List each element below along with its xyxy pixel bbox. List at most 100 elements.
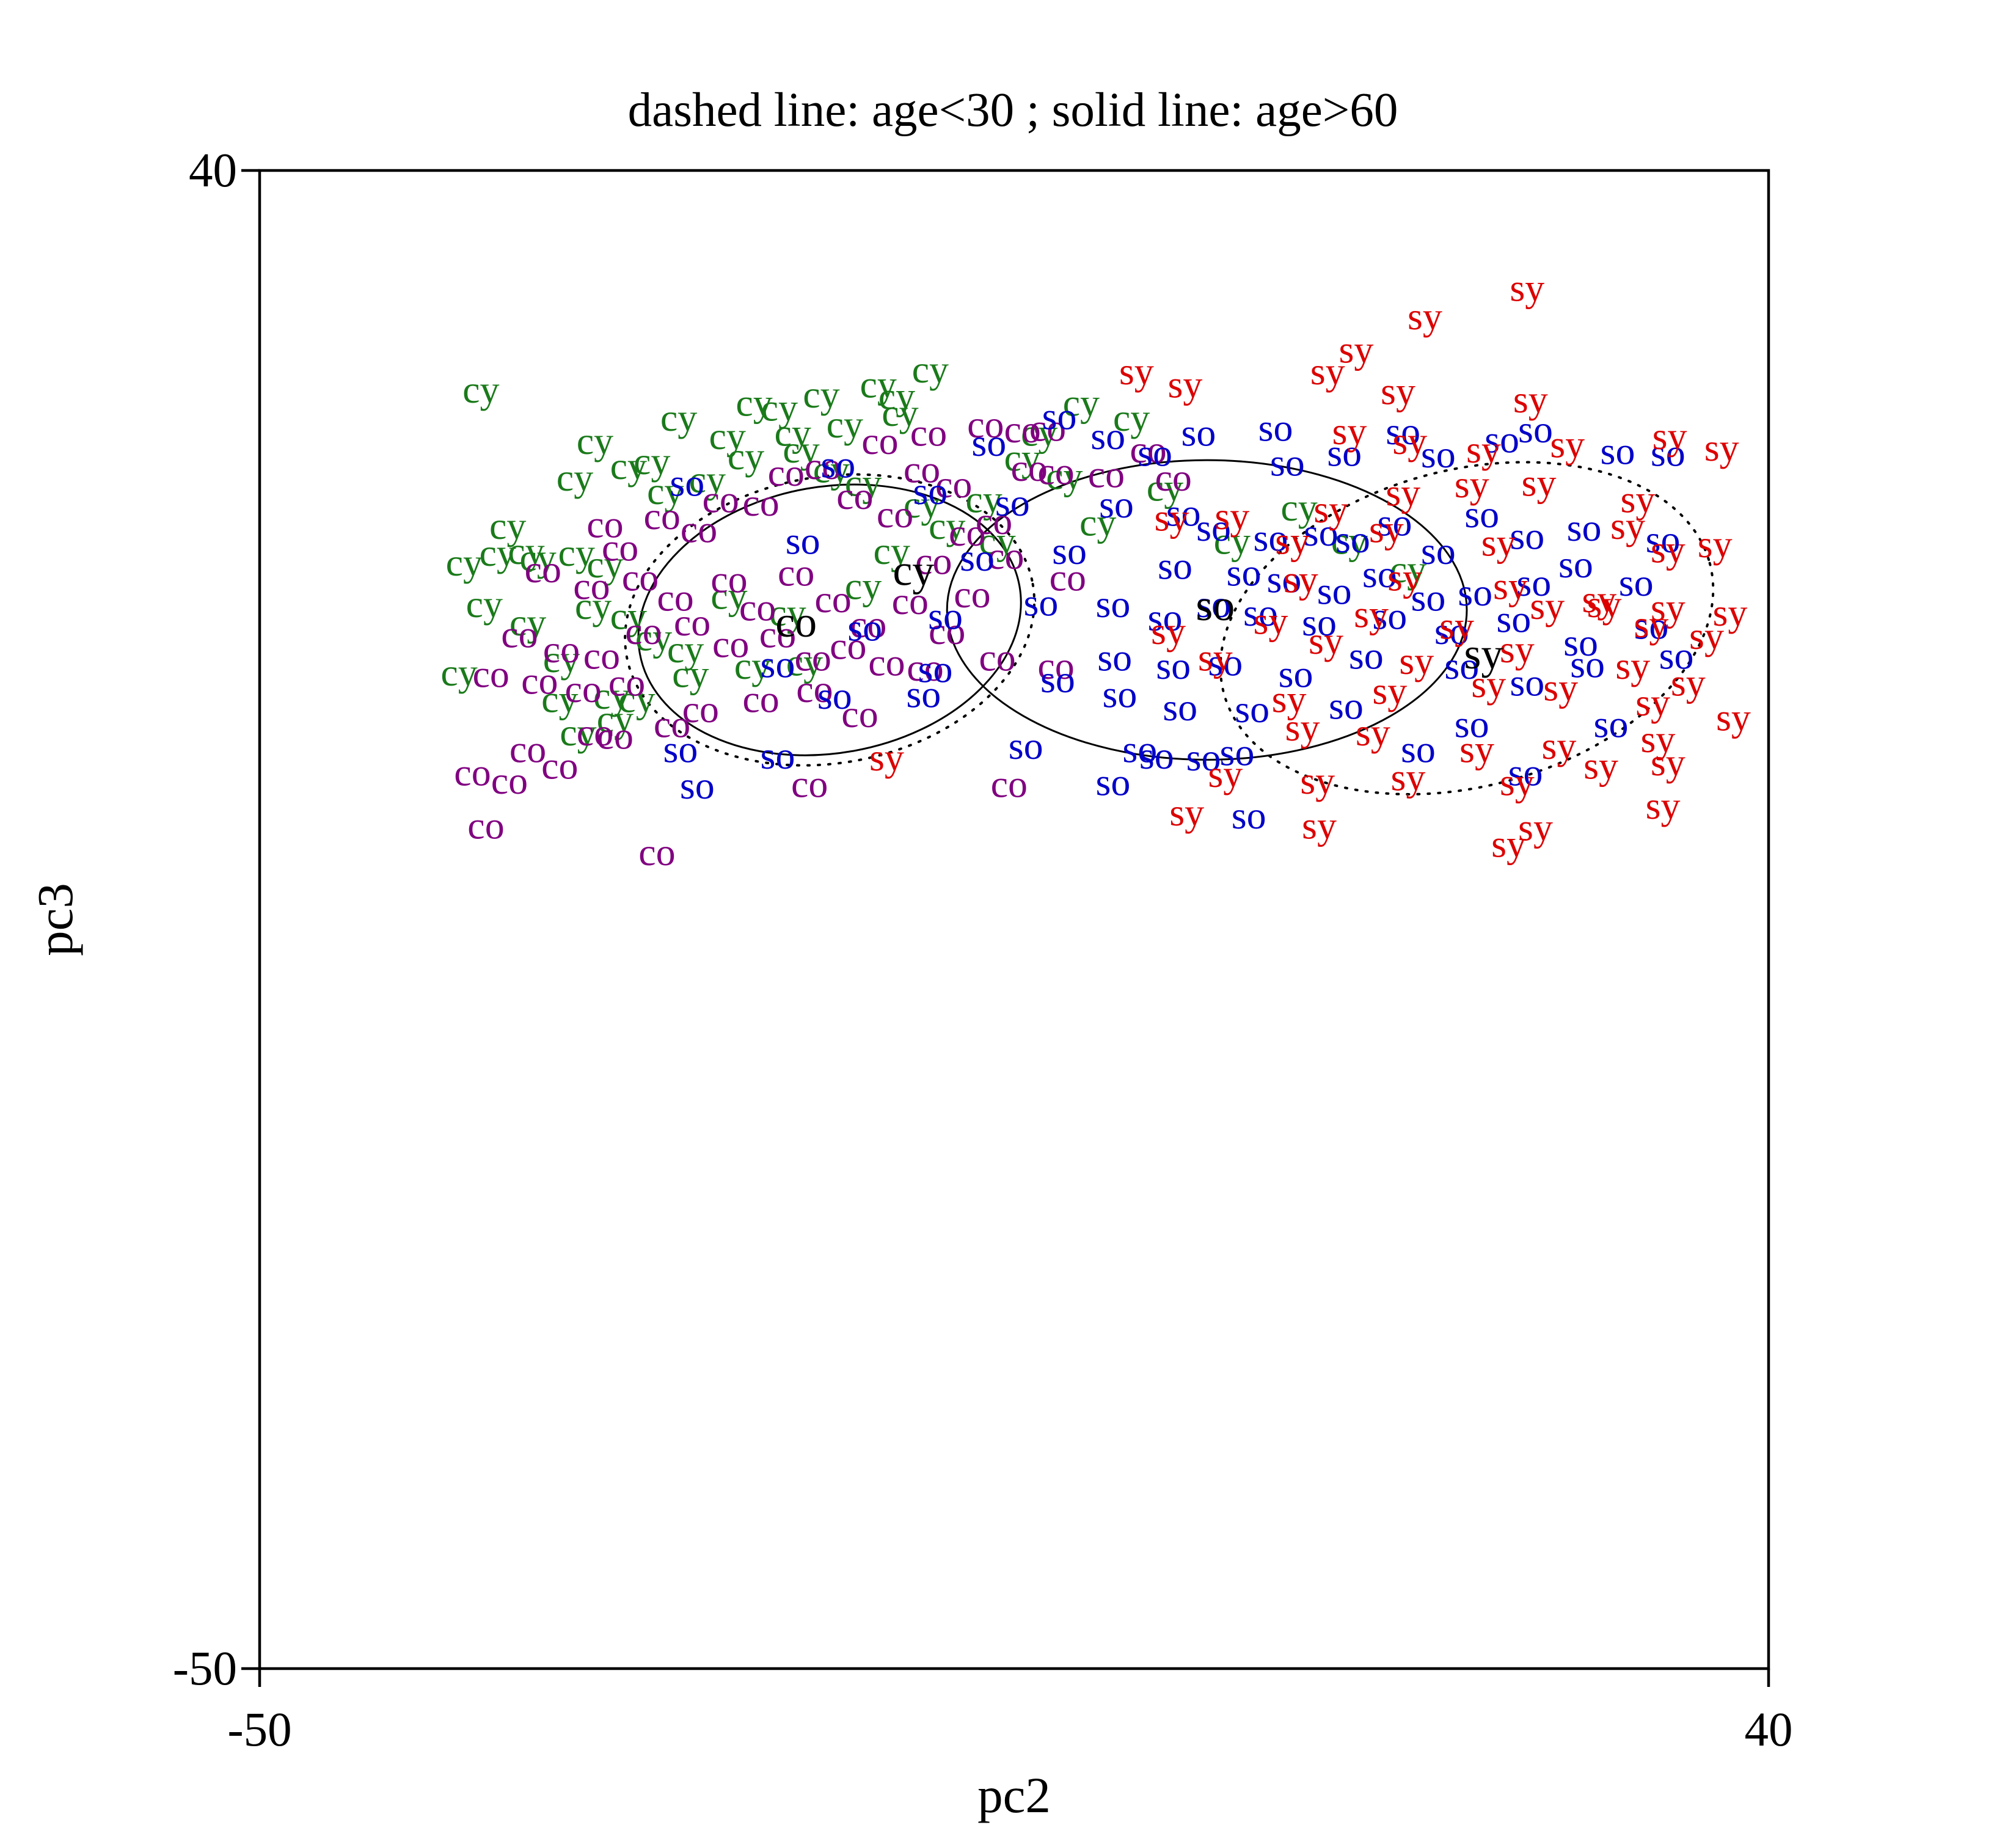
point-so: so	[1434, 609, 1469, 653]
point-co: co	[521, 659, 558, 703]
point-sy: sy	[1155, 496, 1189, 539]
point-co: co	[791, 762, 828, 805]
point-co: co	[710, 557, 747, 601]
point-sy: sy	[1339, 327, 1373, 371]
point-so: so	[1411, 576, 1445, 619]
point-cy: cy	[769, 591, 806, 634]
point-so: so	[847, 605, 882, 649]
point-co: co	[742, 677, 779, 720]
point-co: co	[454, 750, 491, 794]
point-cy: cy	[1280, 486, 1317, 529]
point-so: so	[1634, 604, 1668, 648]
point-co: co	[979, 635, 1015, 679]
point-so: so	[1196, 506, 1231, 549]
y-tick-label-bottom: -50	[173, 1642, 237, 1695]
point-sy: sy	[1390, 756, 1425, 799]
x-tick-label-left: -50	[227, 1703, 291, 1757]
point-sy: sy	[1272, 677, 1307, 720]
point-sy: sy	[1313, 488, 1348, 531]
point-so: so	[1510, 514, 1544, 557]
point-so: so	[971, 421, 1006, 464]
point-sy: sy	[1285, 706, 1320, 749]
point-so: so	[761, 734, 795, 777]
point-so: so	[1378, 501, 1412, 544]
point-sy: sy	[1510, 266, 1544, 310]
x-tick-label-right: 40	[1745, 1703, 1793, 1757]
point-co: co	[682, 687, 719, 731]
point-so: so	[918, 647, 953, 690]
point-sy: sy	[1530, 584, 1565, 627]
point-sy: sy	[1455, 463, 1489, 506]
point-cy: cy	[575, 584, 612, 627]
point-sy: sy	[1302, 804, 1337, 847]
point-sy: sy	[1698, 522, 1733, 566]
point-cy: cy	[813, 447, 850, 491]
point-so: so	[1619, 561, 1654, 604]
point-co: co	[543, 627, 580, 671]
point-cy: cy	[929, 504, 965, 547]
point-co: co	[841, 692, 878, 736]
point-co: co	[759, 612, 796, 656]
point-cy: cy	[543, 637, 580, 681]
point-cy: cy	[904, 483, 940, 526]
point-cy: cy	[1147, 466, 1183, 509]
point-sy: sy	[1354, 593, 1389, 636]
point-cy: cy	[1214, 519, 1251, 563]
point-so: so	[1646, 518, 1681, 561]
point-cy: cy	[736, 381, 772, 425]
point-sy: sy	[1481, 521, 1516, 564]
point-cy: cy	[803, 373, 839, 416]
y-axis-title: pc3	[27, 883, 83, 956]
ellipse-sy-dotted	[1219, 461, 1715, 795]
point-sy: sy	[1300, 759, 1335, 802]
point-co: co	[768, 451, 805, 494]
point-co: co	[1088, 453, 1125, 496]
point-so: so	[1227, 550, 1262, 594]
point-co: co	[525, 547, 561, 591]
group-center-cy: cy	[893, 546, 934, 595]
point-so: so	[1266, 557, 1301, 601]
point-so: so	[1558, 543, 1593, 586]
point-so: so	[1090, 414, 1125, 458]
point-sy: sy	[1459, 727, 1494, 770]
point-co: co	[643, 494, 680, 538]
group-center-co: co	[775, 598, 817, 646]
point-sy: sy	[1689, 614, 1724, 657]
point-co: co	[949, 511, 985, 554]
point-so: so	[1464, 492, 1499, 536]
point-co: co	[814, 577, 851, 621]
point-cy: cy	[446, 541, 483, 584]
point-so: so	[1148, 596, 1183, 639]
point-sy: sy	[1615, 644, 1650, 687]
point-sy: sy	[1513, 378, 1548, 421]
point-sy: sy	[1620, 478, 1655, 521]
point-co: co	[608, 660, 645, 704]
point-sy: sy	[1439, 604, 1474, 648]
point-sy: sy	[1550, 423, 1585, 466]
point-co: co	[967, 403, 1004, 446]
point-so: so	[1042, 394, 1077, 437]
point-so: so	[906, 672, 941, 715]
point-co: co	[910, 411, 947, 455]
chart-title: dashed line: age<30 ; solid line: age>60	[628, 84, 1398, 137]
point-sy: sy	[1284, 557, 1318, 601]
point-sy: sy	[1408, 294, 1442, 338]
point-so: so	[1235, 687, 1269, 731]
point-so: so	[817, 674, 852, 717]
point-sy: sy	[1653, 414, 1687, 458]
point-so: so	[1601, 430, 1635, 473]
point-cy: cy	[873, 529, 910, 572]
point-sy: sy	[1381, 369, 1415, 412]
point-co: co	[742, 481, 779, 524]
point-so: so	[670, 461, 704, 504]
point-cy: cy	[845, 564, 882, 607]
point-cy: cy	[1004, 436, 1040, 479]
ellipse-so-solid	[946, 459, 1468, 761]
point-co: co	[915, 539, 952, 582]
point-co: co	[861, 419, 898, 463]
point-cy: cy	[593, 674, 630, 717]
point-so: so	[1099, 483, 1134, 526]
point-co: co	[564, 667, 601, 711]
point-so: so	[1421, 433, 1456, 476]
